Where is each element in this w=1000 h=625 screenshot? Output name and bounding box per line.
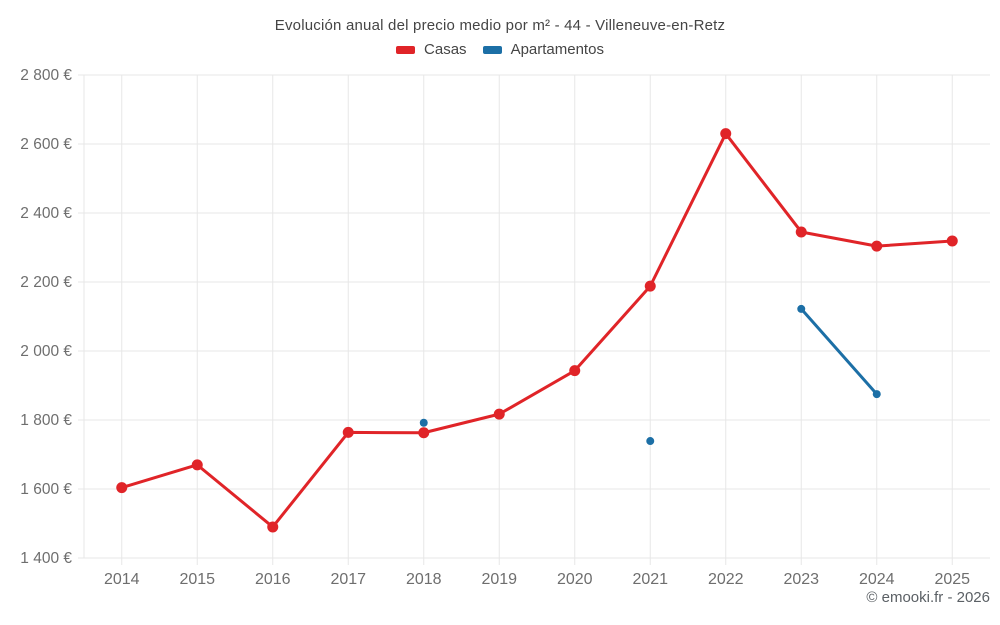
y-tick-label: 2 200 € — [20, 274, 72, 291]
casas-point — [720, 128, 732, 140]
apartamentos-swatch-icon — [482, 45, 502, 54]
chart-legend: Casas Apartamentos — [0, 41, 1000, 58]
casas-point — [569, 365, 581, 377]
y-tick-label: 1 800 € — [20, 412, 72, 429]
casas-point — [946, 235, 958, 247]
x-tick-label: 2016 — [255, 571, 291, 588]
x-tick-label: 2025 — [934, 571, 970, 588]
casas-point — [342, 426, 354, 438]
apartamentos-point — [646, 437, 655, 446]
y-tick-label: 1 600 € — [20, 481, 72, 498]
copyright-credit: © emooki.fr - 2026 — [866, 589, 990, 606]
x-tick-label: 2014 — [104, 571, 140, 588]
casas-point — [267, 521, 279, 533]
casas-line — [120, 132, 954, 529]
y-tick-label: 2 800 € — [20, 67, 72, 84]
x-tick-label: 2020 — [557, 571, 593, 588]
y-tick-label: 2 400 € — [20, 205, 72, 222]
x-tick-label: 2018 — [406, 571, 442, 588]
x-tick-label: 2023 — [783, 571, 819, 588]
apartamentos-point — [872, 390, 881, 399]
apartamentos-line — [799, 307, 879, 396]
chart-title: Evolución anual del precio medio por m² … — [274, 17, 726, 34]
casas-point — [191, 459, 203, 471]
legend-label-apartamentos: Apartamentos — [510, 41, 604, 58]
y-tick-label: 1 400 € — [20, 550, 72, 567]
x-tick-label: 2019 — [481, 571, 517, 588]
legend-item-casas[interactable]: Casas — [396, 41, 467, 58]
y-tick-label: 2 600 € — [20, 136, 72, 153]
casas-point — [493, 408, 505, 420]
casas-point — [644, 280, 656, 292]
x-tick-label: 2017 — [330, 571, 366, 588]
casas-point — [116, 482, 128, 494]
casas-point — [871, 240, 883, 252]
legend-item-apartamentos[interactable]: Apartamentos — [482, 41, 604, 58]
casas-point — [795, 226, 807, 238]
apartamentos-point — [419, 418, 428, 427]
x-tick-label: 2021 — [632, 571, 668, 588]
y-tick-label: 2 000 € — [20, 343, 72, 360]
x-tick-label: 2022 — [708, 571, 744, 588]
apartamentos-point — [797, 304, 806, 313]
casas-point — [418, 427, 430, 439]
casas-swatch-icon — [396, 45, 416, 54]
legend-label-casas: Casas — [424, 41, 467, 58]
x-tick-label: 2015 — [179, 571, 215, 588]
x-tick-label: 2024 — [859, 571, 895, 588]
